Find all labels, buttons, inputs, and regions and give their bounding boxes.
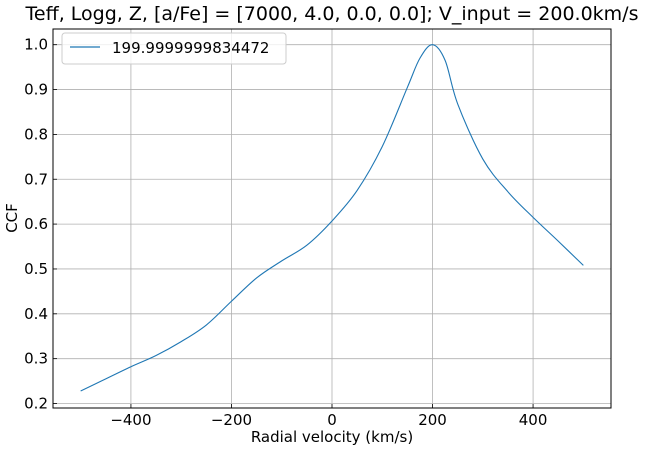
x-tick-label: 0 — [327, 411, 337, 429]
y-tick-label: 0.7 — [24, 170, 48, 188]
y-tick-label: 0.5 — [24, 260, 48, 278]
y-tick-label: 0.9 — [24, 81, 48, 99]
y-tick-label: 0.2 — [24, 395, 48, 413]
plot-frame — [52, 28, 612, 409]
y-tick-label: 1.0 — [24, 36, 48, 54]
x-tick-label: −400 — [110, 411, 151, 429]
legend-box — [61, 32, 287, 65]
y-axis-label: CCF — [3, 203, 21, 233]
x-tick-label: −200 — [211, 411, 252, 429]
series-line — [80, 44, 584, 392]
y-tick-label: 0.8 — [24, 125, 48, 143]
legend: 199.9999999834472 — [61, 32, 287, 65]
y-tick-label: 0.3 — [24, 350, 48, 368]
plot-series — [80, 44, 584, 392]
grid — [53, 29, 611, 408]
chart-title: Teff, Logg, Z, [a/Fe] = [7000, 4.0, 0.0,… — [25, 3, 639, 25]
y-tick-label: 0.6 — [24, 215, 48, 233]
x-axis-label: Radial velocity (km/s) — [251, 428, 413, 446]
x-tick-label: 400 — [519, 411, 548, 429]
x-axis: −400 −200 0 200 400 — [110, 404, 547, 429]
x-tick-label: 200 — [418, 411, 447, 429]
legend-label: 199.9999999834472 — [112, 39, 269, 57]
y-tick-label: 0.4 — [24, 305, 48, 323]
y-axis: 0.2 0.3 0.4 0.5 0.6 0.7 0.8 0.9 1.0 — [24, 36, 57, 413]
